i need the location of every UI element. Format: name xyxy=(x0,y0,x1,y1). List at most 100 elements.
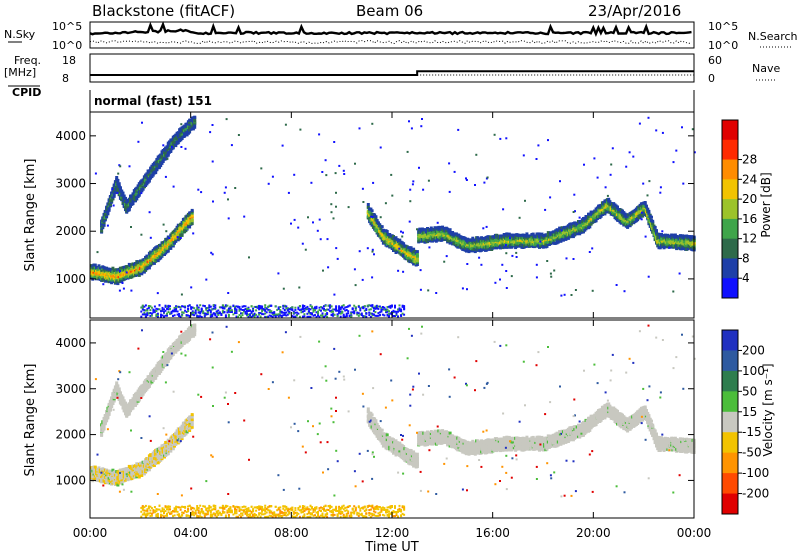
power-cell xyxy=(461,287,464,290)
power-cell xyxy=(415,257,419,261)
power-cell xyxy=(324,314,327,317)
power-cell xyxy=(241,314,244,317)
power-cell xyxy=(326,313,329,316)
power-cell xyxy=(291,309,294,312)
power-cell xyxy=(347,206,350,209)
power-cell xyxy=(249,309,252,312)
power-cell xyxy=(344,309,347,312)
power-cell xyxy=(336,315,339,318)
power-cell xyxy=(419,269,422,272)
power-cell xyxy=(381,313,384,316)
power-cell xyxy=(410,127,413,130)
power-cell xyxy=(206,306,209,309)
power-cell xyxy=(545,244,549,248)
power-cell xyxy=(359,307,362,310)
power-cell xyxy=(173,314,176,317)
power-cell xyxy=(176,141,180,145)
power-cell xyxy=(155,307,158,310)
power-cell xyxy=(502,208,505,211)
power-cell xyxy=(366,205,370,209)
power-cell xyxy=(335,191,337,194)
power-cell xyxy=(385,308,387,311)
power-cell xyxy=(223,191,226,194)
power-cell xyxy=(515,256,518,258)
power-cell xyxy=(625,165,628,168)
power-cell xyxy=(188,130,192,134)
power-cell xyxy=(121,191,125,195)
power-cell xyxy=(359,313,362,316)
power-cell xyxy=(181,314,184,317)
power-cell xyxy=(327,304,330,307)
power-cell xyxy=(550,275,553,278)
power-cell xyxy=(255,313,258,316)
power-cell xyxy=(342,169,345,172)
power-cell xyxy=(358,127,361,130)
power-cell xyxy=(194,309,197,312)
power-cell xyxy=(360,306,363,309)
power-cell xyxy=(321,315,324,318)
power-cell xyxy=(647,116,650,119)
power-cell xyxy=(173,310,176,313)
power-cell xyxy=(166,157,169,160)
power-cell xyxy=(265,315,268,318)
power-cell xyxy=(547,139,549,142)
power-cell xyxy=(317,311,319,314)
power-cell xyxy=(211,315,214,318)
power-cell xyxy=(271,311,274,314)
power-cell xyxy=(422,188,425,191)
power-cell xyxy=(144,309,147,312)
power-cell xyxy=(267,308,270,311)
power-cell xyxy=(268,310,271,313)
power-cell xyxy=(252,314,255,317)
power-colorbar-label: Power [dB] xyxy=(759,172,773,237)
power-cell xyxy=(335,305,338,308)
power-cell xyxy=(224,315,227,318)
power-cell xyxy=(556,240,560,244)
power-cell xyxy=(167,304,170,307)
power-cell xyxy=(369,316,372,318)
power-cell xyxy=(147,266,151,270)
power-cell xyxy=(271,313,274,316)
freq-panel-frame xyxy=(89,53,695,83)
power-cell xyxy=(273,312,276,315)
power-cell xyxy=(559,239,563,243)
power-cell xyxy=(151,173,155,177)
power-cell xyxy=(190,307,193,310)
power-cell xyxy=(471,236,475,240)
power-cell xyxy=(212,307,215,310)
power-cell xyxy=(321,313,324,316)
power-cell xyxy=(672,290,675,293)
power-cell xyxy=(258,308,261,311)
power-cell xyxy=(336,313,339,316)
power-cell xyxy=(591,289,594,292)
power-cell xyxy=(197,315,200,318)
power-cell xyxy=(315,315,318,318)
power-cell xyxy=(309,312,312,314)
power-cell xyxy=(413,249,417,253)
power-cell xyxy=(291,315,294,318)
power-cell xyxy=(215,311,218,314)
power-cell xyxy=(234,187,237,189)
power-cell xyxy=(644,204,648,208)
power-cell xyxy=(656,234,660,238)
power-cell xyxy=(166,312,168,315)
power-cell xyxy=(149,236,152,239)
power-cell xyxy=(276,313,279,316)
power-cell xyxy=(180,146,183,148)
nsky-right-tick-bottom: 10^0 xyxy=(708,39,738,52)
power-cell xyxy=(335,308,338,311)
nsky-panel-frame xyxy=(89,21,695,49)
power-cell xyxy=(118,164,121,167)
power-cell xyxy=(323,307,325,310)
power-cell xyxy=(161,160,165,163)
power-cell xyxy=(333,313,336,316)
power-cell xyxy=(143,313,146,316)
power-cell xyxy=(544,208,547,211)
power-cell xyxy=(374,307,377,310)
power-cell xyxy=(256,305,259,308)
power-cell xyxy=(371,305,374,307)
power-cell xyxy=(230,144,233,147)
power-cell xyxy=(93,263,97,267)
power-cell xyxy=(388,305,390,308)
power-cell xyxy=(176,313,179,316)
